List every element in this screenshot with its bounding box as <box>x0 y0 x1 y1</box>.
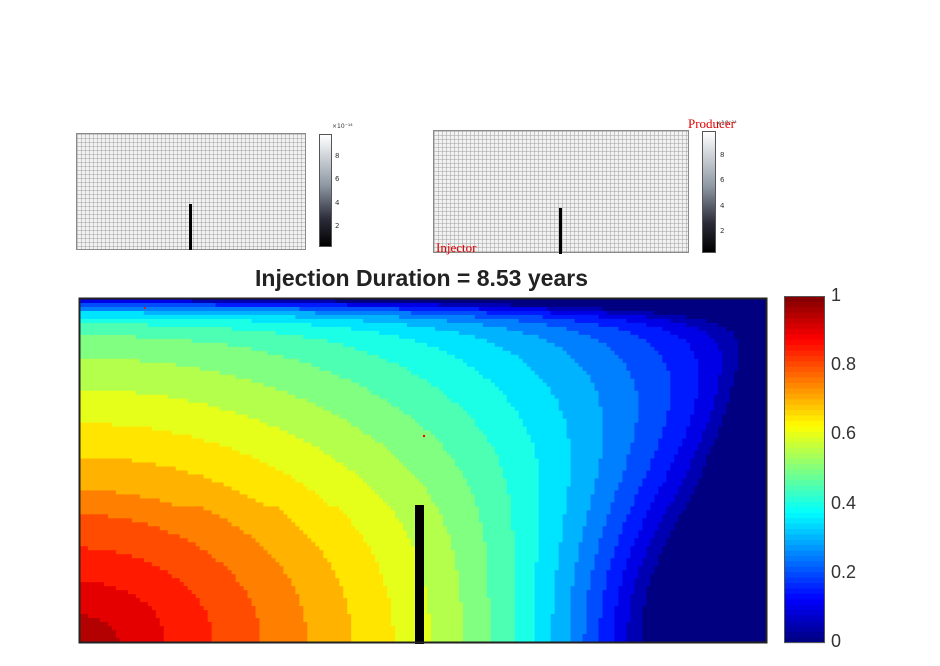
right-colorbar-tick: 4 <box>720 202 725 210</box>
left-colorbar-tick: 4 <box>335 199 340 207</box>
right-colorbar-tick: 6 <box>720 176 725 184</box>
left-colorbar-tick: 2 <box>335 222 340 230</box>
colorbar-tick-label: 0.2 <box>831 561 857 582</box>
jet-colorbar <box>784 296 825 644</box>
right-colorbar-tick: 2 <box>720 227 725 235</box>
right-gray-colorbar <box>702 131 716 253</box>
left-colorbar-tick: 6 <box>335 175 340 183</box>
colorbar-tick-label: 1 <box>831 285 842 305</box>
chart-title: Injection Duration = 8.53 years <box>255 265 588 291</box>
left-colorbar-multiplier: ×10⁻¹⁴ <box>332 123 353 130</box>
right-permeability-map <box>433 130 689 254</box>
right-colorbar-multiplier: ×10⁻¹⁴ <box>716 120 737 127</box>
saturation-map <box>78 297 768 644</box>
colorbar-tick-label: 0.6 <box>831 423 857 444</box>
colorbar-tick-label: 0.4 <box>831 492 857 513</box>
colorbar-tick-label: 0.8 <box>831 354 857 375</box>
marker-dot <box>422 434 426 438</box>
left-colorbar-tick: 8 <box>335 152 340 160</box>
left-gray-colorbar <box>319 134 332 247</box>
plot-frame <box>78 297 768 644</box>
marker-dot <box>144 307 146 309</box>
right-barrier <box>559 208 562 254</box>
producer-label: Producer <box>688 116 735 131</box>
right-colorbar-tick: 8 <box>720 151 725 159</box>
barrier <box>415 505 424 644</box>
colorbar-tick-label: 0 <box>831 631 842 651</box>
left-permeability-map <box>76 133 306 250</box>
left-barrier <box>189 204 192 250</box>
injector-label: Injector <box>436 240 477 255</box>
